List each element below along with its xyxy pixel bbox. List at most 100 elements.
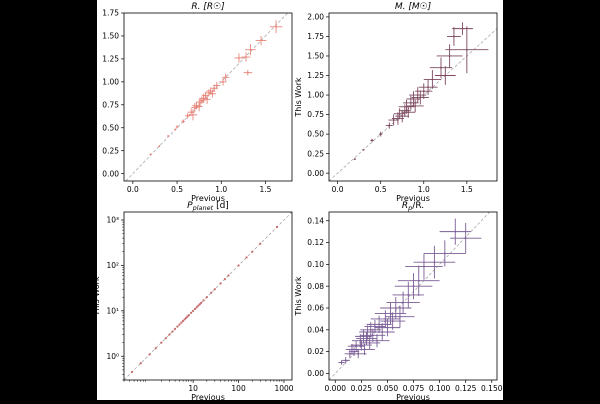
data-point: [185, 316, 188, 319]
point-marker: [206, 98, 209, 101]
point-marker: [219, 282, 222, 285]
data-point: [200, 301, 203, 304]
identity-line: [329, 212, 490, 380]
data-point: [222, 73, 230, 81]
point-marker: [392, 119, 395, 121]
point-marker: [199, 101, 201, 103]
point-marker: [176, 125, 178, 128]
x-tick-label: 0.125: [455, 384, 477, 393]
point-marker: [154, 347, 157, 350]
panel-title: R. [R☉]: [191, 2, 225, 12]
point-marker: [207, 91, 210, 94]
data-point: [418, 79, 438, 96]
data-point: [401, 106, 416, 118]
point-marker: [365, 337, 368, 340]
y-tick-label: 0.50: [102, 123, 119, 132]
point-marker: [353, 350, 355, 353]
point-marker: [139, 362, 142, 365]
point-marker: [222, 80, 224, 83]
point-marker: [211, 92, 214, 95]
data-point: [213, 288, 216, 291]
point-marker: [414, 105, 417, 107]
axes-frame: [328, 12, 498, 182]
data-point: [183, 318, 186, 321]
point-marker: [360, 344, 363, 346]
data-point: [203, 94, 211, 104]
y-tick-label: 10²: [106, 261, 119, 270]
data-point: [447, 27, 461, 46]
x-tick-label: 1.5: [461, 185, 473, 194]
data-point: [385, 122, 393, 129]
data-point: [174, 128, 177, 131]
point-marker: [204, 94, 207, 97]
data-point: [406, 99, 424, 113]
data-point: [181, 319, 185, 323]
point-marker: [448, 55, 451, 57]
data-point: [255, 35, 267, 46]
data-point: [406, 91, 421, 107]
figure: 0.0 0.5 1.0 1.5 0.00 0.25 0.50 0.75 1.00 1.25 1.50…: [89, 0, 503, 402]
y-tick-label: 0.08: [307, 282, 324, 291]
data-point: [219, 282, 222, 285]
y-tick-label: 0.02: [307, 347, 324, 356]
point-marker: [440, 66, 442, 69]
data-point: [362, 148, 365, 151]
point-marker: [386, 326, 389, 329]
axes-frame: [123, 211, 293, 381]
y-tick-label: 1.00: [307, 91, 324, 100]
y-axis-label: This Work: [294, 77, 303, 118]
data-point: [205, 296, 208, 299]
data-point: [394, 273, 433, 300]
identity-line: [329, 28, 497, 181]
point-marker: [355, 345, 358, 348]
point-marker: [403, 109, 406, 112]
data-point: [139, 362, 142, 365]
y-axis-label: This Work: [97, 77, 98, 118]
data-point: [208, 90, 216, 98]
data-point: [398, 99, 415, 114]
data-point: [353, 158, 356, 161]
x-tick-label: 1.0: [215, 185, 227, 194]
point-marker: [465, 48, 468, 51]
point-marker: [402, 301, 404, 304]
point-marker: [245, 256, 248, 259]
y-tick-label: 0.00: [307, 369, 324, 378]
point-marker: [366, 331, 369, 333]
y-tick-label: 1.75: [102, 9, 119, 18]
data-point: [164, 337, 167, 340]
point-marker: [246, 71, 249, 74]
data-point: [195, 98, 205, 106]
data-point: [395, 109, 410, 123]
y-tick-label: 0.00: [307, 169, 324, 178]
y-tick-label: 1.25: [307, 71, 324, 80]
point-marker: [371, 334, 374, 337]
point-marker: [412, 285, 415, 288]
point-marker: [160, 341, 163, 344]
point-marker: [227, 274, 230, 277]
point-marker: [407, 294, 410, 296]
point-marker: [409, 101, 412, 104]
x-axis-label: Previous: [191, 194, 225, 203]
y-tick-label: 1.50: [307, 52, 324, 61]
point-marker: [182, 120, 185, 123]
title-unit: /R.: [412, 201, 424, 211]
y-tick-label: 10³: [106, 216, 119, 225]
data-point: [167, 135, 170, 137]
data-point: [348, 347, 360, 356]
point-marker: [238, 57, 240, 59]
point-marker: [340, 361, 343, 364]
point-marker: [275, 225, 279, 229]
point-marker: [167, 135, 170, 137]
point-marker: [407, 111, 410, 114]
point-marker: [371, 139, 373, 142]
point-marker: [398, 112, 401, 115]
point-marker: [190, 111, 193, 114]
point-marker: [249, 48, 252, 51]
point-marker: [173, 327, 177, 331]
point-marker: [245, 56, 247, 58]
panel-title: Rp/R.: [402, 201, 424, 212]
point-marker: [189, 311, 193, 315]
y-tick-label: 0.50: [307, 130, 324, 139]
point-marker: [389, 312, 392, 315]
data-point: [210, 291, 213, 294]
